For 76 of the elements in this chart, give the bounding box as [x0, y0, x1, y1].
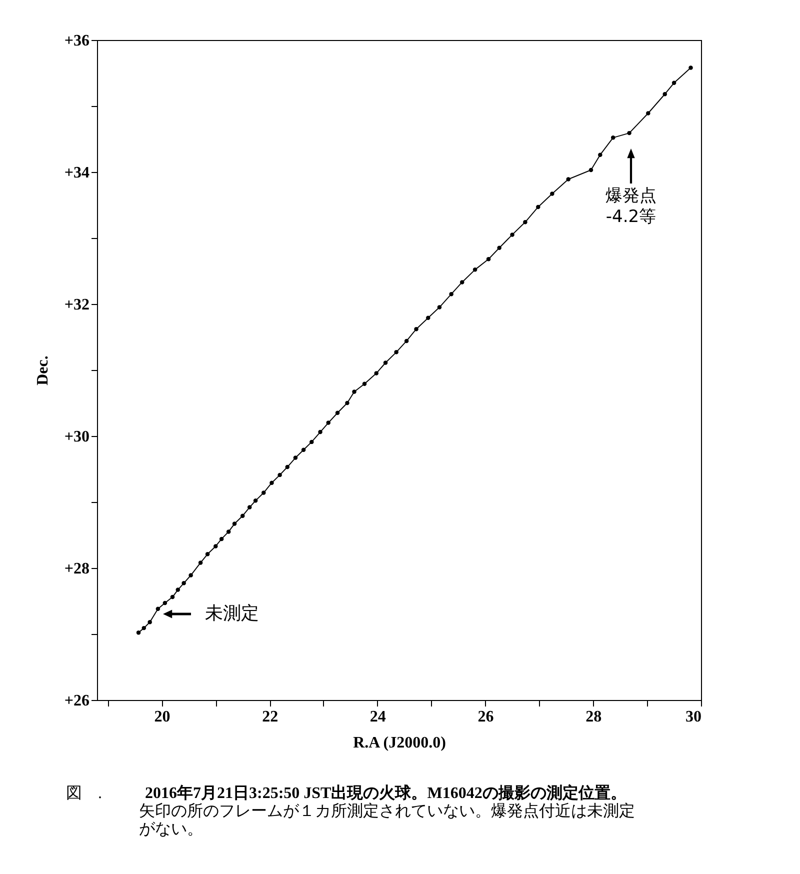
point [247, 505, 252, 510]
point [214, 544, 218, 548]
point [293, 456, 298, 460]
y-tick-label: +32 [64, 296, 90, 314]
point [136, 630, 141, 635]
y-tick-label: +26 [64, 692, 90, 710]
point [566, 177, 570, 182]
point [170, 594, 175, 600]
point [310, 440, 314, 444]
point [345, 400, 350, 406]
point [510, 232, 514, 237]
point [262, 490, 266, 495]
point [550, 192, 554, 196]
point [318, 430, 322, 434]
point [182, 581, 186, 586]
point [426, 316, 430, 320]
point [253, 498, 258, 503]
annotation: 爆発点 -4.2等 [606, 186, 656, 227]
x-tick-label: 22 [262, 708, 278, 726]
point [383, 360, 388, 365]
point [226, 530, 231, 534]
point [610, 136, 616, 140]
point [362, 382, 367, 386]
point [162, 600, 168, 606]
x-tick-label: 30 [686, 708, 702, 726]
y-tick-label: +34 [64, 164, 90, 182]
x-tick-label: 28 [586, 708, 602, 726]
point [688, 66, 693, 70]
point [176, 588, 180, 592]
x-tick-label: 24 [370, 708, 386, 726]
point [588, 168, 594, 172]
point [394, 350, 398, 354]
text: 図 . [66, 785, 102, 802]
point [404, 338, 409, 344]
text: がない。 [139, 821, 203, 838]
point [449, 292, 454, 296]
y-tick-label: +28 [64, 560, 90, 578]
y-tick-label: +36 [64, 32, 90, 50]
y-axis-title: Dec. [34, 356, 52, 386]
point [472, 268, 478, 272]
y-tick-label: +30 [64, 428, 90, 446]
point [523, 220, 528, 224]
point [198, 560, 203, 565]
point [148, 620, 152, 624]
point [352, 390, 356, 394]
point [270, 480, 274, 485]
point [536, 204, 540, 210]
point [301, 448, 306, 452]
x-tick-label: 20 [154, 708, 170, 726]
point [497, 246, 502, 250]
point [460, 280, 464, 284]
x-axis-title: R.A (J2000.0) [353, 734, 446, 752]
point [598, 152, 602, 157]
text: 2016年7月21日3:25:50 JST出現の火球。M16042の撮影の測定位置。 [145, 784, 626, 802]
point [285, 464, 290, 470]
text: 矢印の所のフレームが１カ所測定されていない。爆発点付近は未測定 [139, 802, 635, 820]
annotation: 未測定 [205, 603, 259, 624]
point [156, 606, 160, 612]
point [188, 573, 193, 578]
x-tick-label: 26 [478, 708, 494, 726]
point [205, 552, 210, 556]
point [662, 92, 667, 96]
point [437, 305, 442, 310]
point [219, 536, 224, 542]
point [278, 472, 282, 478]
point [627, 130, 632, 136]
point [335, 410, 340, 416]
point [240, 514, 245, 518]
point [414, 326, 418, 332]
point [486, 257, 491, 262]
point [374, 371, 378, 376]
point [142, 626, 146, 630]
point [646, 111, 650, 116]
point [232, 522, 237, 526]
point [672, 80, 676, 86]
point [326, 420, 330, 425]
